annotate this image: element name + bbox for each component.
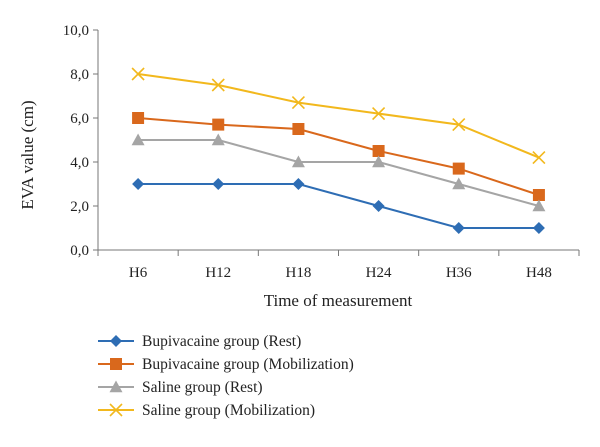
x-tick-label: H12: [205, 265, 231, 281]
series-line: [138, 139, 540, 207]
legend: Bupivacaine group (Rest) Bupivacaine grou…: [98, 333, 354, 419]
data-point: [532, 199, 546, 212]
data-point: [532, 189, 545, 201]
x-marker-stroke: [532, 151, 546, 165]
axes: 0,0 2,0 4,0 6,0 8,0 10,0 H6 H12 H18 H24 H36 H48: [63, 23, 580, 281]
data-point: [452, 177, 466, 190]
series-1: [132, 112, 545, 201]
data-point: [292, 178, 305, 190]
data-point: [131, 67, 145, 81]
x-marker-stroke: [131, 67, 145, 81]
x-marker-stroke: [109, 403, 123, 417]
data-point: [372, 155, 386, 168]
series-2: [131, 133, 546, 212]
data-point: [291, 96, 305, 110]
x-marker-stroke: [291, 96, 305, 110]
data-point: [292, 123, 305, 135]
x-axis-label: Time of measurement: [264, 291, 413, 310]
legend-item: Bupivacaine group (Mobilization): [98, 356, 354, 373]
legend-marker: [110, 358, 122, 370]
x-tick-label: H48: [526, 265, 552, 281]
x-tick-label: H24: [366, 265, 392, 281]
data-point: [452, 162, 465, 175]
data-point: [452, 118, 466, 132]
x-tick-label: H18: [285, 265, 311, 281]
data-point: [532, 151, 546, 165]
data-point: [372, 107, 386, 121]
x-tick-label: H6: [129, 265, 148, 281]
series-3: [131, 67, 546, 165]
y-axis-label: EVA value (cm): [18, 100, 37, 209]
legend-label: Bupivacaine group (Rest): [142, 333, 301, 350]
data-point: [452, 222, 465, 234]
legend-marker: [109, 403, 123, 417]
data-point: [212, 118, 225, 131]
legend-marker: [109, 380, 123, 393]
x-marker-stroke: [372, 107, 386, 121]
data-point: [532, 222, 545, 234]
legend-item: Bupivacaine group (Rest): [98, 333, 301, 350]
y-tick-label: 10,0: [63, 23, 89, 39]
series-layer: [131, 67, 546, 234]
data-point: [131, 133, 145, 146]
legend-item: Saline group (Mobilization): [98, 402, 315, 419]
series-0: [132, 178, 545, 234]
series-line: [138, 117, 540, 196]
data-point: [211, 78, 225, 92]
data-point: [212, 178, 225, 190]
data-point: [372, 200, 385, 212]
data-point: [372, 145, 385, 157]
y-tick-label: 2,0: [70, 199, 89, 215]
legend-item: Saline group (Rest): [98, 379, 263, 396]
data-point: [132, 178, 145, 190]
series-line: [137, 73, 540, 159]
y-tick-label: 8,0: [70, 67, 89, 83]
x-tick-label: H36: [446, 265, 472, 281]
x-marker-stroke: [211, 78, 225, 92]
legend-label: Saline group (Rest): [142, 379, 263, 396]
data-point: [211, 133, 225, 146]
y-tick-label: 0,0: [70, 243, 89, 259]
legend-label: Bupivacaine group (Mobilization): [142, 356, 354, 373]
data-point: [291, 155, 305, 168]
legend-marker: [110, 335, 122, 347]
y-tick-label: 4,0: [70, 155, 89, 171]
legend-label: Saline group (Mobilization): [142, 402, 315, 419]
data-point: [132, 112, 145, 124]
series-line: [138, 183, 539, 229]
y-tick-label: 6,0: [70, 111, 89, 127]
x-marker-stroke: [452, 118, 466, 132]
